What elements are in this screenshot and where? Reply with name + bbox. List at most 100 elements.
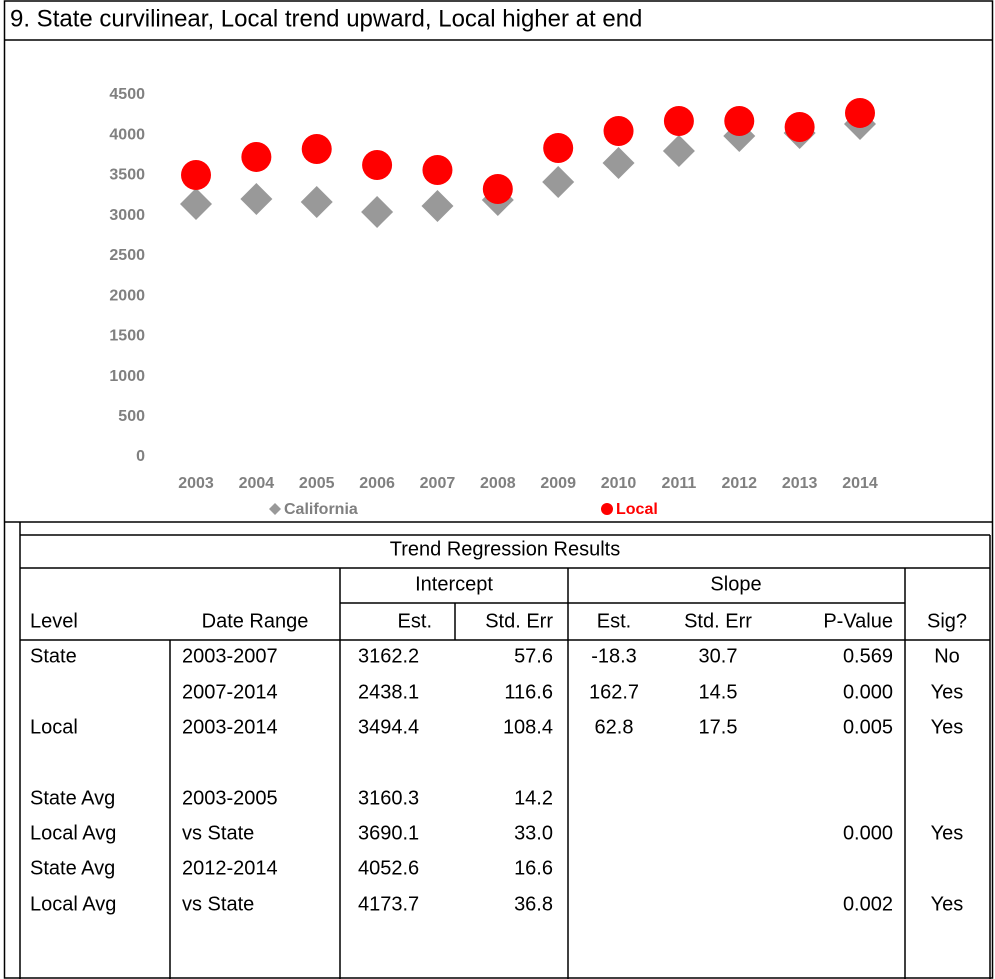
table-cell: 4173.7	[358, 893, 419, 915]
x-tick-label: 2012	[721, 475, 757, 492]
table-lines	[19, 522, 991, 979]
table-cell: 36.8	[514, 893, 553, 915]
y-tick-label: 1000	[109, 368, 145, 385]
x-tick-label: 2005	[299, 475, 335, 492]
table-cell: 2003-2014	[182, 716, 278, 738]
table-cell: 62.8	[595, 716, 634, 738]
table-cell: 33.0	[514, 822, 553, 844]
data-point	[543, 133, 574, 164]
column-header: Std. Err	[684, 610, 752, 632]
y-tick-label: 2500	[109, 247, 145, 264]
data-point	[241, 141, 272, 172]
table-cell: 0.002	[843, 893, 893, 915]
data-point	[421, 190, 454, 223]
table-cell: Yes	[931, 822, 964, 844]
legend-marker	[269, 503, 281, 515]
column-header: Date Range	[202, 610, 309, 632]
table-cell: 116.6	[504, 681, 553, 703]
x-tick-label: 2010	[601, 475, 637, 492]
data-point	[482, 173, 513, 204]
data-point	[845, 97, 875, 128]
legend-label: Local	[616, 501, 658, 518]
data-point	[602, 146, 635, 179]
x-tick-label: 2014	[842, 475, 878, 492]
table-cell: 2007-2014	[182, 681, 278, 703]
column-header: Est.	[398, 610, 432, 632]
chart-title: 9. State curvilinear, Local trend upward…	[10, 5, 642, 32]
y-tick-label: 1500	[109, 328, 145, 345]
column-header: P-Value	[823, 610, 893, 632]
table-cell: 16.6	[514, 857, 553, 879]
frame	[3, 0, 994, 979]
table-cell: 108.4	[503, 716, 553, 738]
y-tick-label: 2000	[109, 287, 145, 304]
table-cell: Local Avg	[30, 822, 116, 844]
table-cell: 2003-2007	[182, 645, 278, 667]
legend-marker	[601, 503, 613, 515]
table-cell: 2003-2005	[182, 787, 278, 809]
table-cell: Yes	[931, 716, 964, 738]
group-header: Intercept	[415, 573, 493, 595]
table-cell: 30.7	[699, 645, 738, 667]
table-cell: Local	[30, 716, 78, 738]
x-tick-label: 2013	[782, 475, 818, 492]
data-point	[724, 105, 755, 136]
x-tick-label: 2006	[359, 475, 395, 492]
y-tick-label: 4500	[109, 86, 145, 103]
table-cell: -18.3	[591, 645, 637, 667]
table-cell: Local Avg	[30, 893, 116, 915]
data-point	[362, 149, 393, 180]
group-header: Slope	[710, 573, 761, 595]
x-tick-label: 2008	[480, 475, 516, 492]
table-cell: 0.000	[843, 681, 893, 703]
table-cell: 57.6	[514, 645, 553, 667]
table-cell: 0.005	[843, 716, 893, 738]
x-tick-label: 2011	[662, 475, 697, 492]
y-tick-label: 3500	[109, 167, 145, 184]
column-header: Sig?	[927, 610, 967, 632]
data-point	[784, 112, 815, 143]
table-cell: 2438.1	[358, 681, 419, 703]
data-point	[181, 159, 211, 190]
table-cell: 0.000	[843, 822, 893, 844]
data-point	[300, 185, 333, 218]
y-tick-label: 500	[118, 408, 145, 425]
data-point	[542, 165, 575, 198]
data-point	[180, 188, 212, 221]
table-cell: vs State	[182, 822, 254, 844]
x-tick-label: 2004	[239, 475, 275, 492]
table-cell: Yes	[931, 681, 964, 703]
table-cell: State	[30, 645, 77, 667]
data-point	[422, 154, 453, 185]
table-cell: 3690.1	[358, 822, 419, 844]
table-cell: No	[934, 645, 960, 667]
data-point	[240, 183, 273, 216]
table-cell: 2012-2014	[182, 857, 278, 879]
table-cell: 3160.3	[358, 787, 419, 809]
table-cell: 0.569	[843, 645, 893, 667]
y-tick-label: 4000	[109, 126, 145, 143]
data-point	[662, 134, 695, 167]
data-point	[301, 133, 332, 164]
column-header: Std. Err	[485, 610, 553, 632]
y-tick-label: 3000	[109, 207, 145, 224]
x-tick-label: 2007	[420, 475, 456, 492]
data-point	[361, 195, 394, 228]
table-cell: 4052.6	[358, 857, 419, 879]
table-cell: vs State	[182, 893, 254, 915]
table-cell: 162.7	[589, 681, 639, 703]
table-cell: 14.2	[514, 787, 553, 809]
column-header: Est.	[597, 610, 631, 632]
table-cell: State Avg	[30, 857, 115, 879]
table-cell: 3162.2	[358, 645, 419, 667]
table-cell: 3494.4	[358, 716, 419, 738]
table-cell: 14.5	[699, 681, 738, 703]
column-header: Level	[30, 610, 78, 632]
table-title: Trend Regression Results	[390, 538, 620, 560]
legend-label: California	[284, 501, 358, 518]
table-cell: Yes	[931, 893, 964, 915]
data-point	[663, 105, 694, 136]
table-cell: 17.5	[699, 716, 738, 738]
x-tick-label: 2009	[540, 475, 576, 492]
